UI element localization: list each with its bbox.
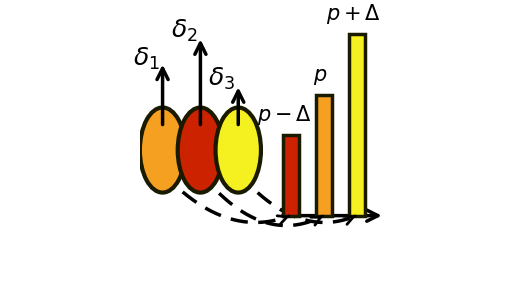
Text: $p + \Delta$: $p + \Delta$ <box>326 3 380 26</box>
Text: $\delta_1$: $\delta_1$ <box>133 46 160 72</box>
Bar <box>348 34 365 216</box>
Text: $p - \Delta$: $p - \Delta$ <box>257 103 312 127</box>
Ellipse shape <box>178 108 223 193</box>
Text: $\delta_2$: $\delta_2$ <box>171 18 197 44</box>
Text: $p$: $p$ <box>313 67 327 87</box>
Ellipse shape <box>215 108 261 193</box>
Ellipse shape <box>140 108 185 193</box>
Bar <box>316 95 332 216</box>
Text: $\delta_3$: $\delta_3$ <box>209 66 235 92</box>
Bar <box>283 135 300 216</box>
